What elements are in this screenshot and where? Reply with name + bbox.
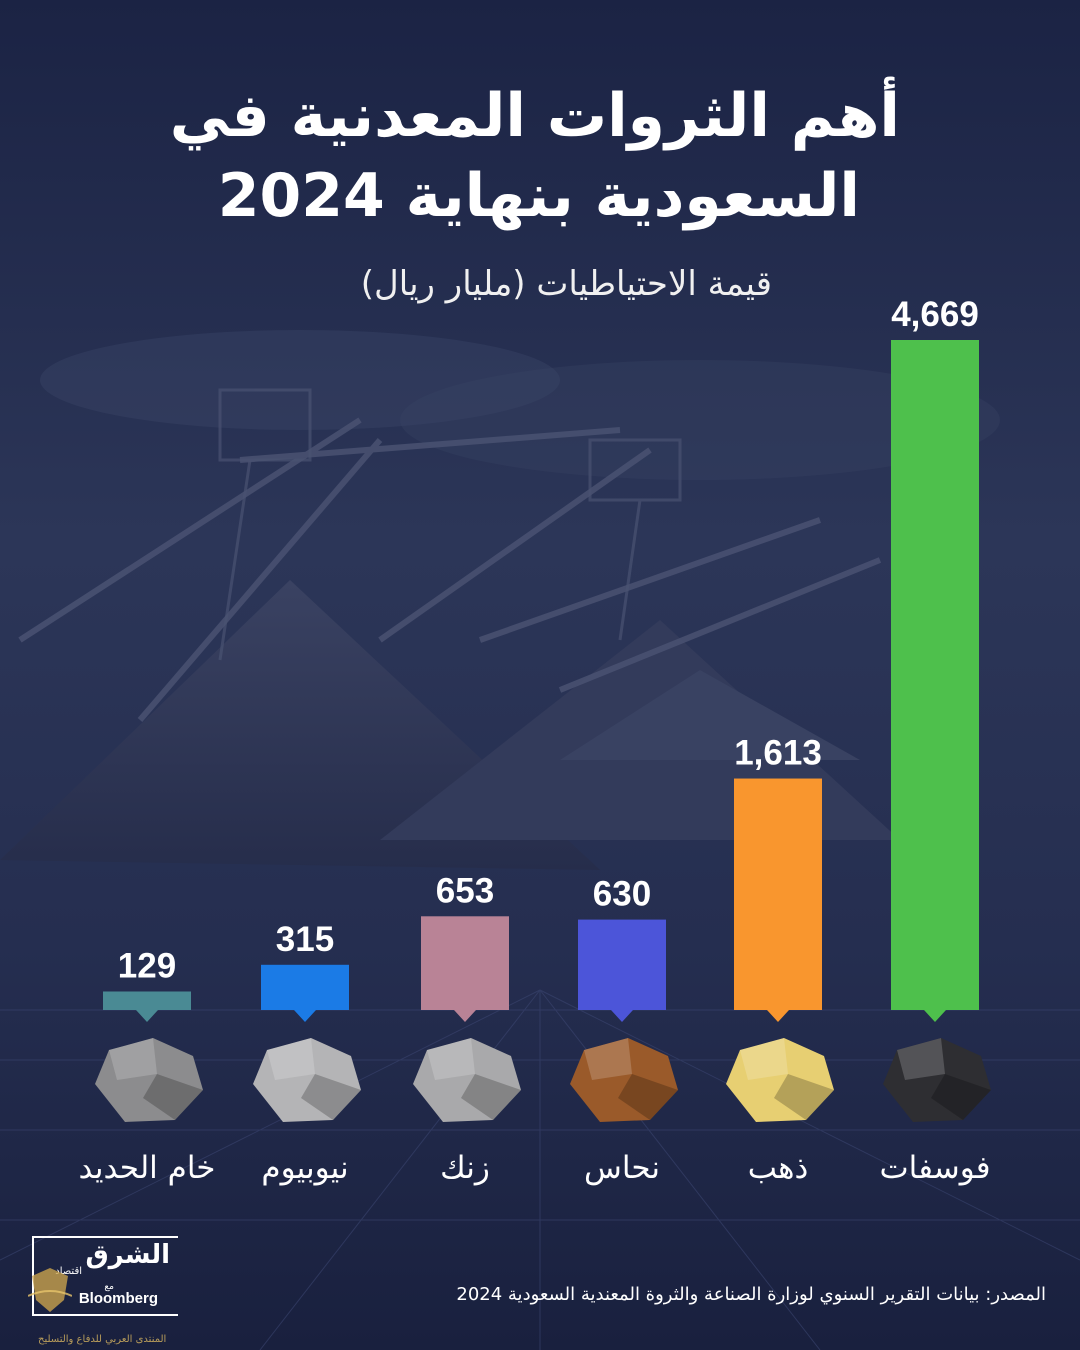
chart-title-line1: أهم الثروات المعدنية في xyxy=(169,81,900,151)
asharq-logo: الشرق اقتصاد مع Bloomberg xyxy=(32,1236,178,1316)
shield-watermark-icon xyxy=(28,1268,72,1312)
category-label-5: خام الحديد xyxy=(79,1150,216,1186)
chart-subtitle: قيمة الاحتياطيات (مليار ريال) xyxy=(360,264,772,304)
value-label-4: 315 xyxy=(276,920,334,959)
mineral-rock-icon-5 xyxy=(95,1038,203,1122)
logo-with: مع xyxy=(104,1282,114,1292)
category-label-0: فوسفات xyxy=(879,1150,990,1186)
bar-3 xyxy=(421,916,509,1010)
value-label-0: 4,669 xyxy=(891,295,979,334)
mineral-rock-icon-1 xyxy=(726,1038,834,1122)
mineral-rock-icon-4 xyxy=(253,1038,361,1122)
bar-pointer-4 xyxy=(294,1010,316,1022)
mineral-rock-icon-2 xyxy=(570,1038,678,1122)
bar-5 xyxy=(103,991,191,1010)
category-label-4: نيوبيوم xyxy=(261,1150,348,1186)
category-label-1: ذهب xyxy=(748,1150,809,1186)
source-note: المصدر: بيانات التقرير السنوي لوزارة الص… xyxy=(456,1284,1046,1305)
bar-pointer-3 xyxy=(454,1010,476,1022)
value-label-1: 1,613 xyxy=(734,734,822,773)
logo-name: الشرق xyxy=(85,1240,170,1270)
category-label-2: نحاس xyxy=(584,1150,660,1186)
watermark-text: المنتدى العربي للدفاع والتسليح xyxy=(38,1334,167,1345)
value-label-2: 630 xyxy=(593,875,651,914)
category-label-3: زنك xyxy=(440,1150,490,1186)
bar-pointer-1 xyxy=(767,1010,789,1022)
logo-sub: اقتصاد xyxy=(55,1266,82,1277)
bar-2 xyxy=(578,919,666,1010)
bar-pointer-2 xyxy=(611,1010,633,1022)
mineral-rock-icon-0 xyxy=(883,1038,991,1122)
bar-pointer-5 xyxy=(136,1010,158,1022)
value-label-3: 653 xyxy=(436,871,494,910)
chart-title-line2: السعودية بنهاية 2024 xyxy=(217,161,860,231)
logo-partner: Bloomberg xyxy=(78,1290,158,1307)
bar-1 xyxy=(734,778,822,1010)
bar-4 xyxy=(261,964,349,1010)
bar-pointer-0 xyxy=(924,1010,946,1022)
mineral-rock-icon-3 xyxy=(413,1038,521,1122)
value-label-5: 129 xyxy=(118,946,176,985)
bar-0 xyxy=(891,340,979,1010)
